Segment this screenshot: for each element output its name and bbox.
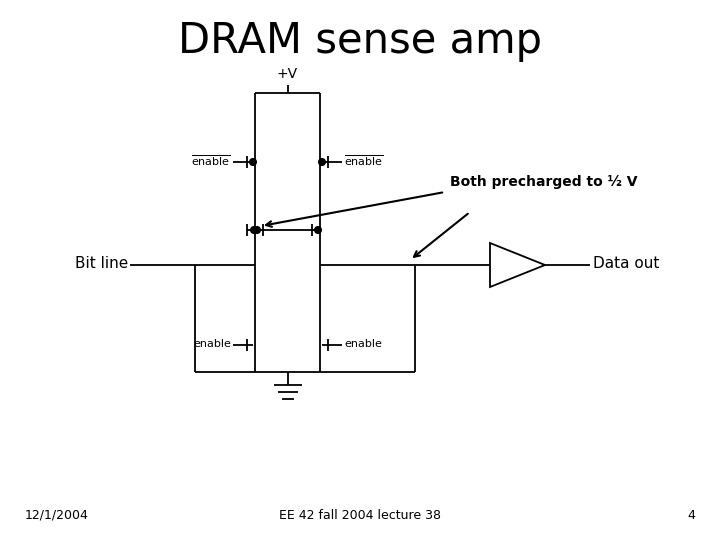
Text: $\overline{\rm enable}$: $\overline{\rm enable}$: [192, 154, 231, 168]
Circle shape: [319, 159, 325, 165]
Text: Data out: Data out: [593, 256, 660, 272]
Circle shape: [251, 227, 257, 233]
Text: $\overline{\rm enable}$: $\overline{\rm enable}$: [344, 154, 384, 168]
Text: 4: 4: [687, 509, 695, 522]
Circle shape: [254, 227, 260, 233]
Text: DRAM sense amp: DRAM sense amp: [178, 20, 542, 62]
Text: EE 42 fall 2004 lecture 38: EE 42 fall 2004 lecture 38: [279, 509, 441, 522]
Text: +V: +V: [277, 67, 298, 81]
Text: Both precharged to ½ V: Both precharged to ½ V: [450, 175, 637, 189]
Text: Bit line: Bit line: [75, 256, 128, 272]
Text: enable: enable: [344, 339, 382, 349]
Text: 12/1/2004: 12/1/2004: [25, 509, 89, 522]
Circle shape: [315, 227, 321, 233]
Text: enable: enable: [193, 339, 231, 349]
Circle shape: [250, 159, 256, 165]
